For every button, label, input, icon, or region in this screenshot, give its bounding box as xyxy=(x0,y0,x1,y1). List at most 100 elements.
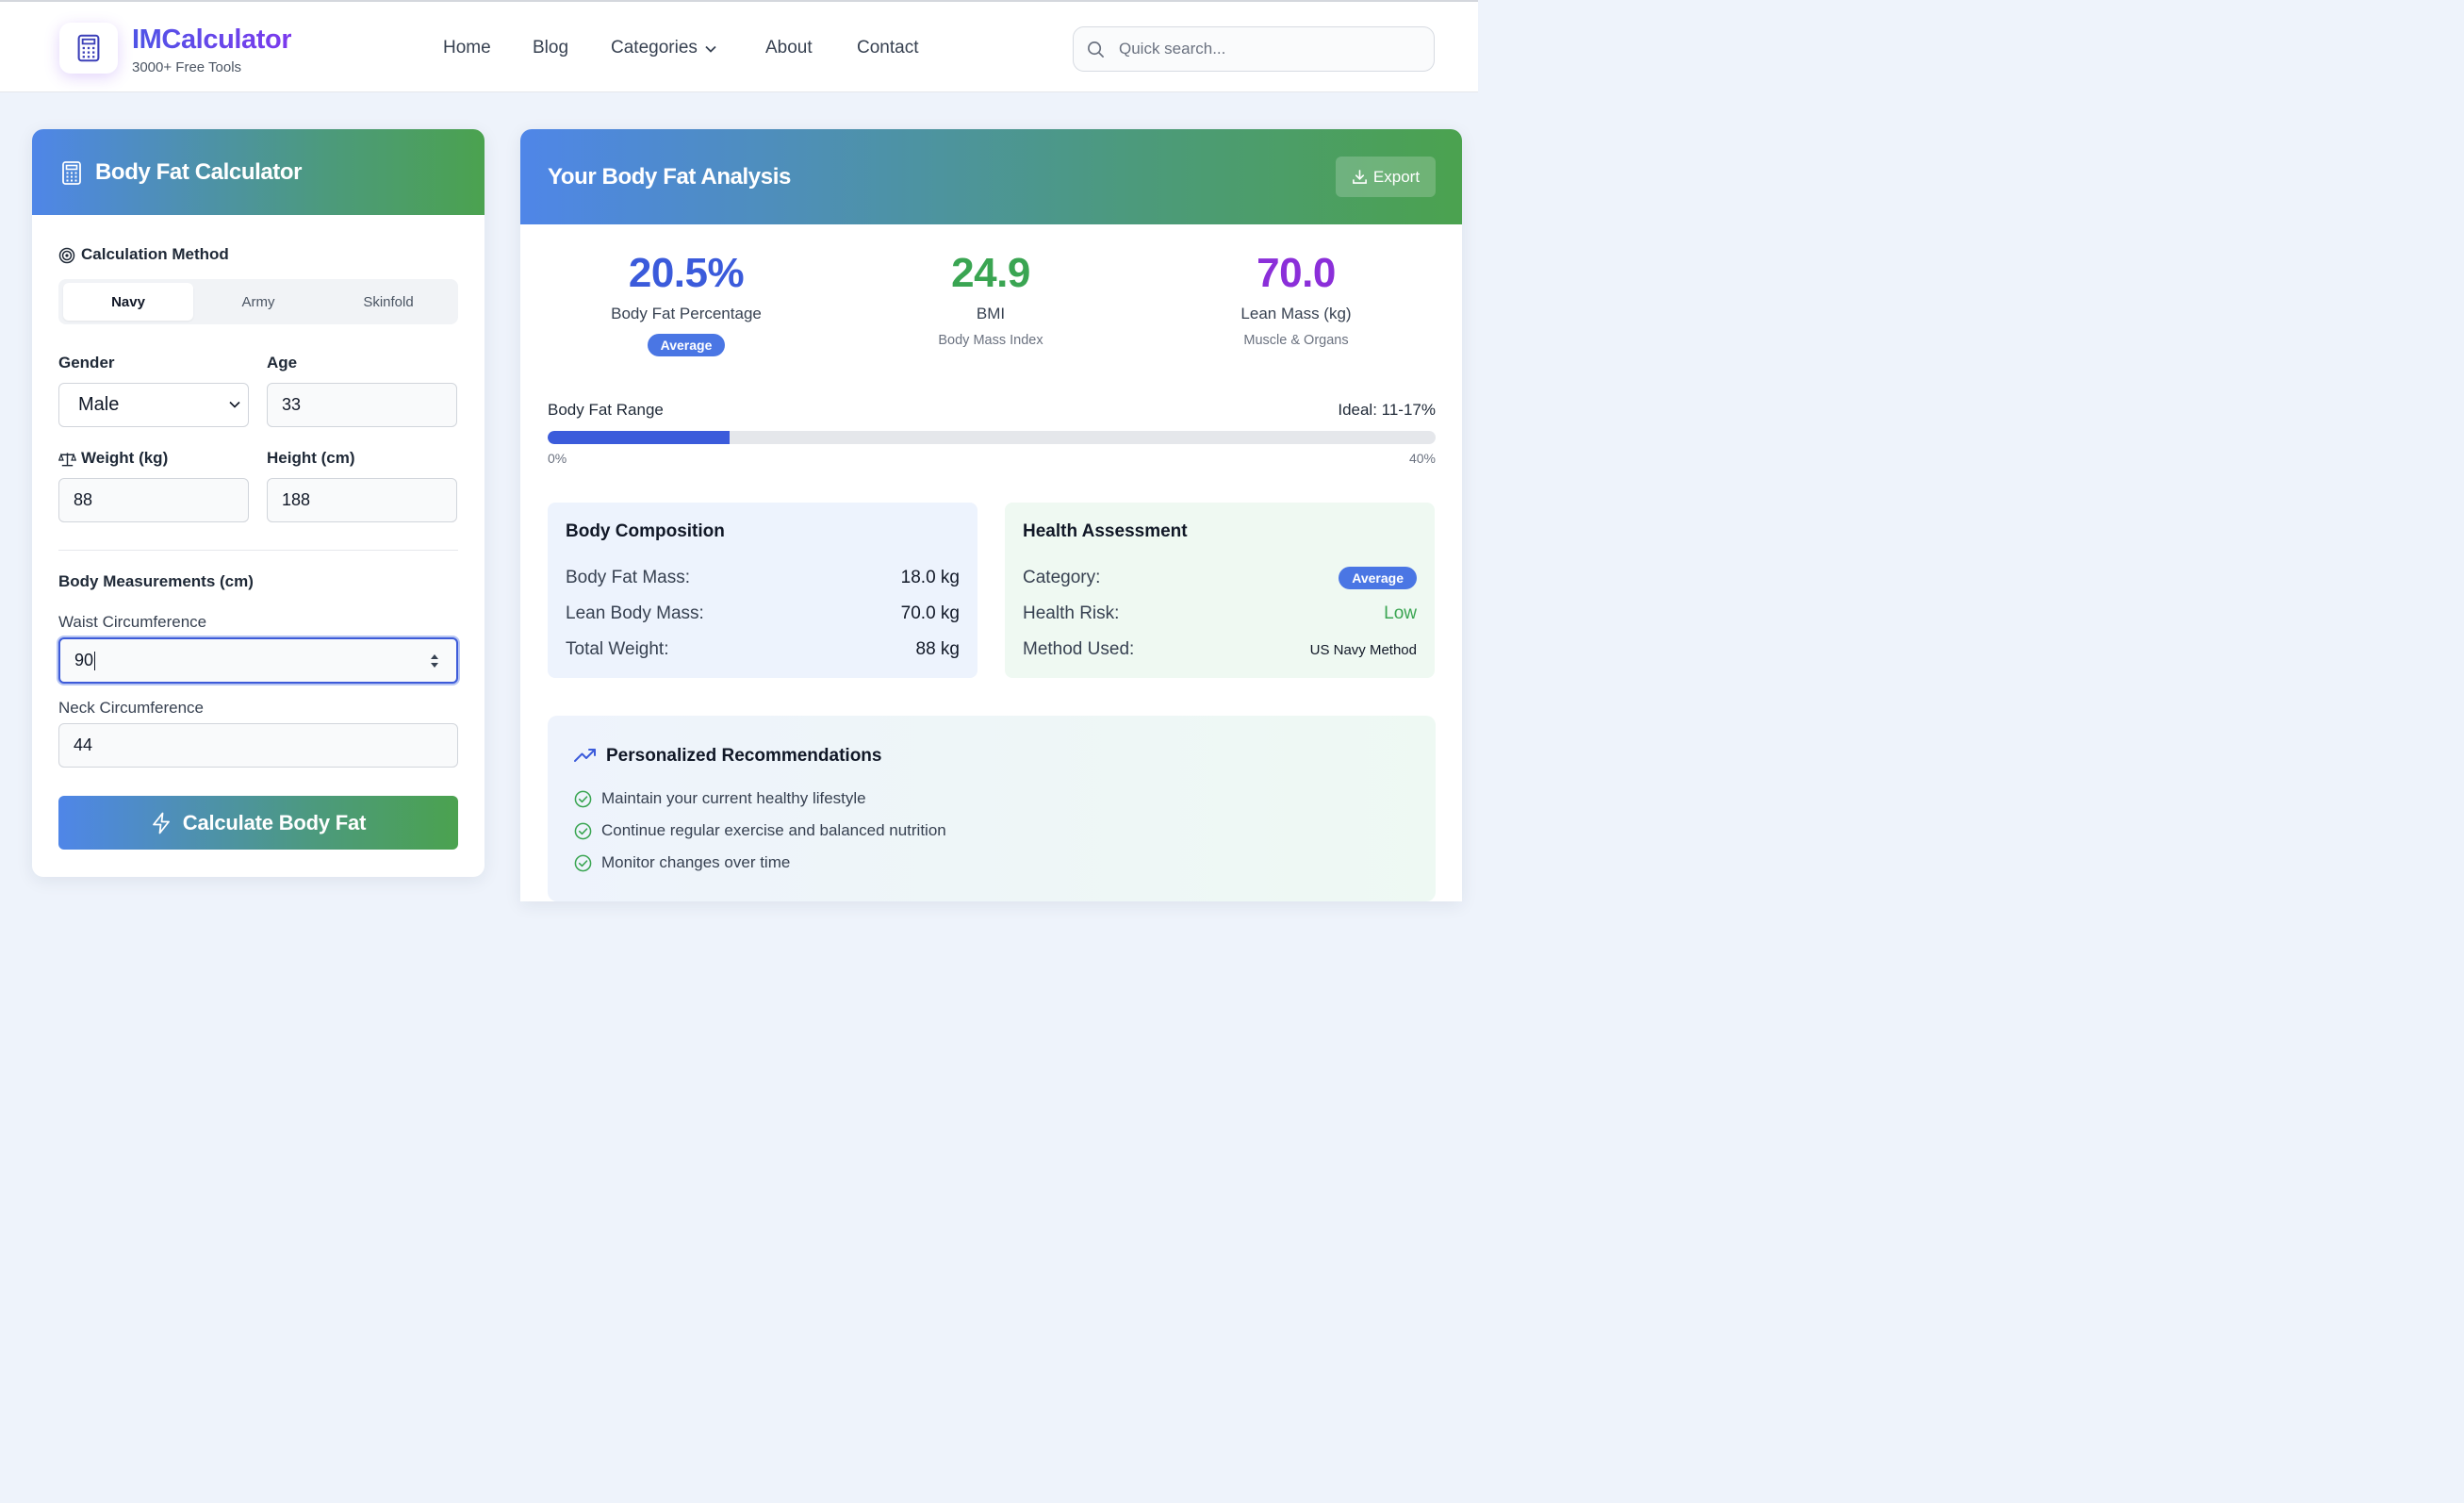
analysis-title: Your Body Fat Analysis xyxy=(548,164,791,190)
analysis-card: Your Body Fat Analysis Export 20.5% Body… xyxy=(520,129,1462,901)
age-label: Age xyxy=(267,354,298,372)
range-ideal: Ideal: 11-17% xyxy=(1338,401,1436,419)
method-used-value: US Navy Method xyxy=(1309,641,1417,658)
range-max-label: 40% xyxy=(1408,451,1436,466)
neck-label: Neck Circumference xyxy=(58,699,204,717)
height-input[interactable]: 188 xyxy=(267,478,457,522)
neck-input[interactable]: 44 xyxy=(58,723,458,768)
section-divider xyxy=(58,550,458,551)
health-row-category: Category: Average xyxy=(1023,560,1417,596)
body-composition-panel: Body Composition Body Fat Mass: 18.0 kg … xyxy=(548,503,977,678)
gender-value: Male xyxy=(78,394,120,415)
nav-about[interactable]: About xyxy=(765,38,813,58)
tab-army[interactable]: Army xyxy=(241,293,275,310)
recommendation-item: Continue regular exercise and balanced n… xyxy=(574,821,946,840)
search-icon xyxy=(1088,41,1104,58)
age-input[interactable]: 33 xyxy=(267,383,457,427)
calculate-button[interactable]: Calculate Body Fat xyxy=(58,796,458,850)
check-circle-icon xyxy=(574,854,592,871)
nav-home[interactable]: Home xyxy=(443,38,491,58)
gender-select[interactable]: Male xyxy=(58,383,249,427)
bmi-label: BMI xyxy=(976,305,1006,322)
analysis-card-header: Your Body Fat Analysis Export xyxy=(520,129,1462,224)
waist-input[interactable]: 90 xyxy=(58,637,458,684)
range-label: Body Fat Range xyxy=(548,401,664,419)
calculator-icon xyxy=(62,161,81,185)
tab-skinfold[interactable]: Skinfold xyxy=(363,293,414,310)
health-assessment-title: Health Assessment xyxy=(1023,521,1188,541)
recommendation-text: Monitor changes over time xyxy=(601,853,791,871)
composition-value: 88 kg xyxy=(915,639,960,659)
health-row-method: Method Used: US Navy Method xyxy=(1023,632,1417,668)
lean-mass-value: 70.0 xyxy=(1257,250,1336,296)
weight-input[interactable]: 88 xyxy=(58,478,249,522)
waist-value: 90 xyxy=(74,651,94,669)
brand-tagline: 3000+ Free Tools xyxy=(132,59,242,75)
export-label: Export xyxy=(1372,167,1421,186)
range-min-label: 0% xyxy=(548,451,567,466)
composition-row: Lean Body Mass: 70.0 kg xyxy=(566,596,960,632)
recommendations-title: Personalized Recommendations xyxy=(606,746,882,766)
check-circle-icon xyxy=(574,790,592,807)
weight-label: Weight (kg) xyxy=(81,449,169,467)
target-icon xyxy=(58,247,75,264)
calculator-icon xyxy=(77,34,100,62)
logo[interactable] xyxy=(59,23,118,74)
chevron-down-icon xyxy=(705,38,716,58)
brand-name[interactable]: IMCalculator xyxy=(132,25,292,55)
height-label: Height (cm) xyxy=(267,449,355,467)
lean-mass-sublabel: Muscle & Organs xyxy=(1243,333,1349,348)
nav-blog[interactable]: Blog xyxy=(533,38,569,58)
trending-up-icon xyxy=(574,749,596,762)
chevron-down-icon xyxy=(229,401,240,408)
body-fat-value: 20.5% xyxy=(628,250,745,296)
category-badge: Average xyxy=(1339,567,1417,589)
check-circle-icon xyxy=(574,822,592,839)
calculator-card-header: Body Fat Calculator xyxy=(32,129,485,215)
calculator-title: Body Fat Calculator xyxy=(95,159,303,185)
download-icon xyxy=(1353,170,1367,184)
recommendation-item: Maintain your current healthy lifestyle xyxy=(574,789,866,808)
nav-categories-label: Categories xyxy=(611,38,698,58)
stat-lean-mass: 70.0 Lean Mass (kg) Muscle & Organs xyxy=(1155,250,1437,348)
lean-mass-label: Lean Mass (kg) xyxy=(1240,305,1352,322)
method-used-label: Method Used: xyxy=(1023,639,1135,659)
health-assessment-panel: Health Assessment Category: Average Heal… xyxy=(1005,503,1435,678)
body-fat-badge: Average xyxy=(647,334,726,356)
stat-body-fat: 20.5% Body Fat Percentage Average xyxy=(545,250,828,356)
recommendation-text: Maintain your current healthy lifestyle xyxy=(601,789,866,807)
bmi-sublabel: Body Mass Index xyxy=(938,333,1043,348)
method-tabs: Navy Army Skinfold xyxy=(58,279,458,324)
composition-label: Body Fat Mass: xyxy=(566,568,690,587)
category-label: Category: xyxy=(1023,568,1101,587)
recommendation-item: Monitor changes over time xyxy=(574,853,790,872)
body-fat-label: Body Fat Percentage xyxy=(611,305,762,322)
tab-navy[interactable]: Navy xyxy=(63,283,193,321)
body-composition-title: Body Composition xyxy=(566,521,725,541)
stepper-arrows-icon[interactable] xyxy=(430,652,439,669)
bmi-value: 24.9 xyxy=(951,250,1030,296)
lightning-icon xyxy=(152,812,170,834)
nav-categories[interactable]: Categories xyxy=(611,38,716,58)
health-row-risk: Health Risk: Low xyxy=(1023,596,1417,632)
body-fat-range-bar xyxy=(548,431,1436,444)
nav-contact[interactable]: Contact xyxy=(857,38,919,58)
recommendations-panel: Personalized Recommendations Maintain yo… xyxy=(548,716,1436,901)
top-border xyxy=(0,0,1478,2)
search-input[interactable] xyxy=(1119,27,1421,71)
composition-label: Total Weight: xyxy=(566,639,669,659)
scale-icon xyxy=(58,453,76,467)
recommendation-text: Continue regular exercise and balanced n… xyxy=(601,821,946,839)
waist-label: Waist Circumference xyxy=(58,613,207,631)
stat-bmi: 24.9 BMI Body Mass Index xyxy=(849,250,1132,348)
method-label: Calculation Method xyxy=(81,245,229,263)
calculator-card: Body Fat Calculator Calculation Method N… xyxy=(32,129,485,877)
calculate-button-label: Calculate Body Fat xyxy=(182,810,367,834)
risk-value: Low xyxy=(1384,603,1417,623)
composition-label: Lean Body Mass: xyxy=(566,603,704,623)
site-header: IMCalculator 3000+ Free Tools Home Blog … xyxy=(0,2,1478,92)
export-button[interactable]: Export xyxy=(1336,157,1436,197)
composition-row: Body Fat Mass: 18.0 kg xyxy=(566,560,960,596)
risk-label: Health Risk: xyxy=(1023,603,1120,623)
body-fat-range-fill xyxy=(548,431,731,444)
